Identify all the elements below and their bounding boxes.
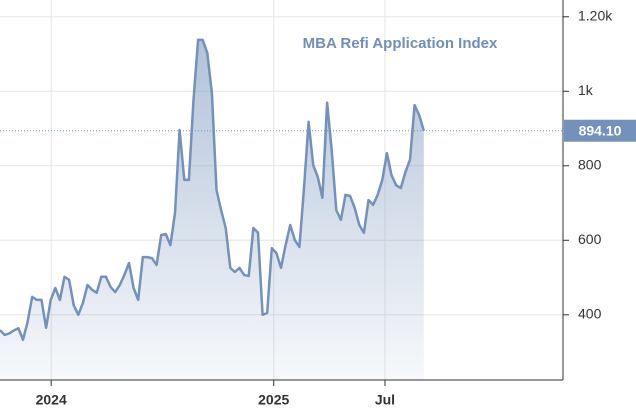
x-tick-label: 2024 <box>36 392 67 408</box>
y-tick-label: 1k <box>578 82 594 98</box>
y-tick-label: 800 <box>578 156 602 172</box>
x-tick-label: 2025 <box>258 392 289 408</box>
plot <box>0 38 563 381</box>
chart-title: MBA Refi Application Index <box>303 35 498 52</box>
y-tick-label: 1.20k <box>578 7 613 23</box>
y-tick-label: 600 <box>578 231 602 247</box>
x-tick-label: Jul <box>375 392 395 408</box>
grid <box>0 0 563 380</box>
y-tick-label: 400 <box>578 306 602 322</box>
area <box>0 39 424 381</box>
last-price-label: 894.10 <box>579 122 622 138</box>
last-price-box <box>564 119 636 142</box>
labels: 400 600 800 1k 1.20k 2024 2025 Jul 894.10 <box>36 7 636 408</box>
line <box>0 38 425 342</box>
